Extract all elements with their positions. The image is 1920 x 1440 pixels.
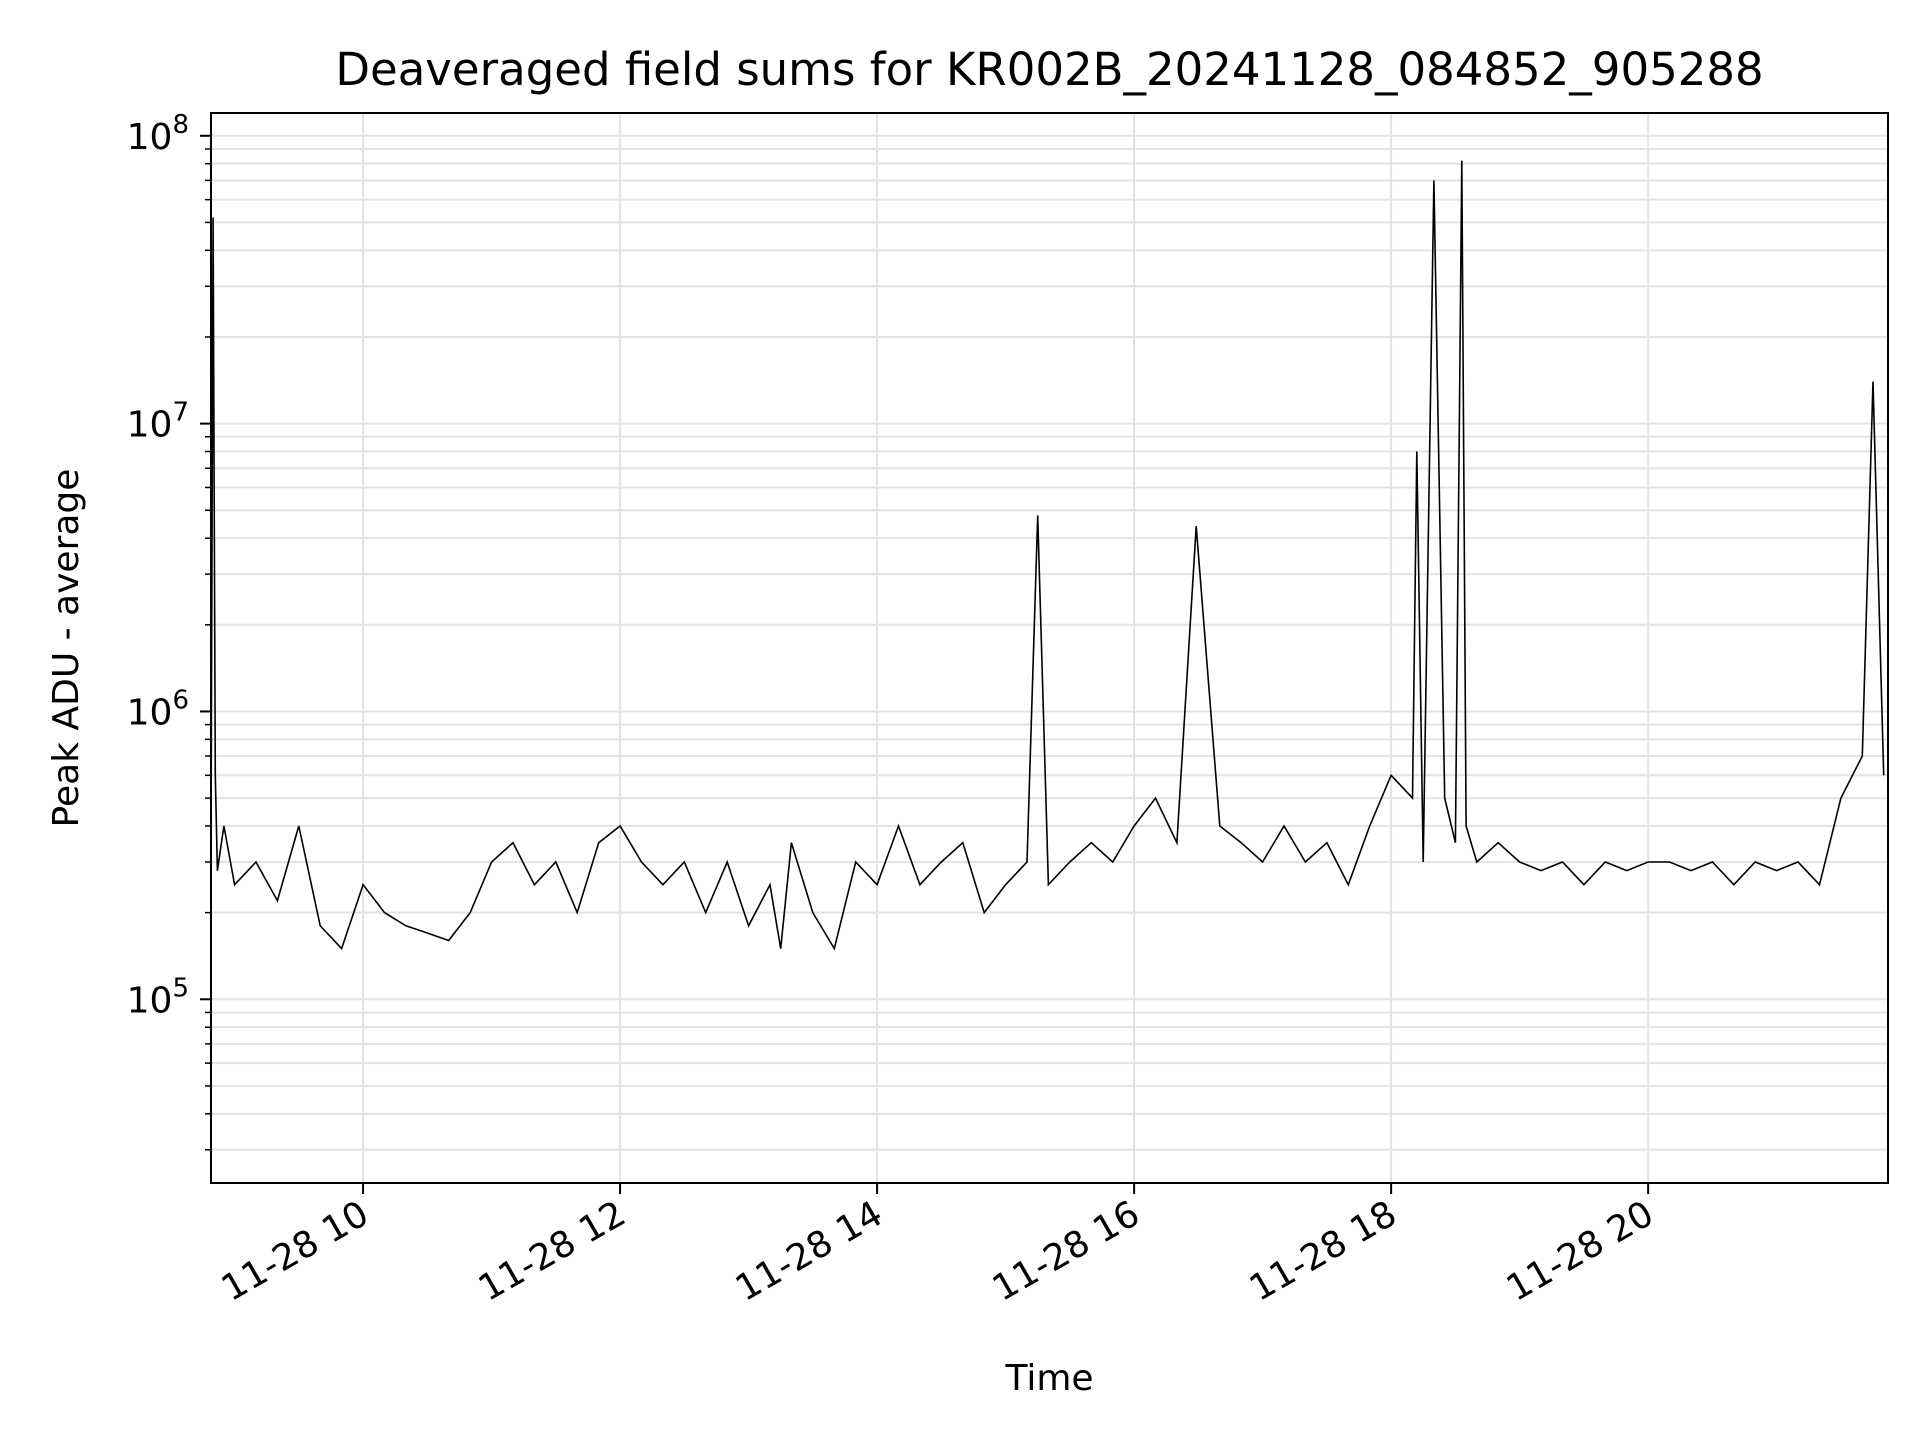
grid [211, 113, 1888, 1183]
plot-frame [210, 112, 1889, 1184]
series-line [210, 160, 1885, 951]
y-tick-label: 107 [127, 398, 189, 446]
y-tick-label: 105 [127, 973, 189, 1021]
y-tick-label: 108 [127, 110, 189, 158]
x-axis-label: Time [1004, 1358, 1093, 1399]
series-layer [210, 160, 1885, 951]
chart-title: Deaveraged field sums for KR002B_2024112… [335, 43, 1763, 96]
y-tick-label: 106 [127, 685, 189, 733]
y-axis-label: Peak ADU - average [46, 469, 87, 828]
